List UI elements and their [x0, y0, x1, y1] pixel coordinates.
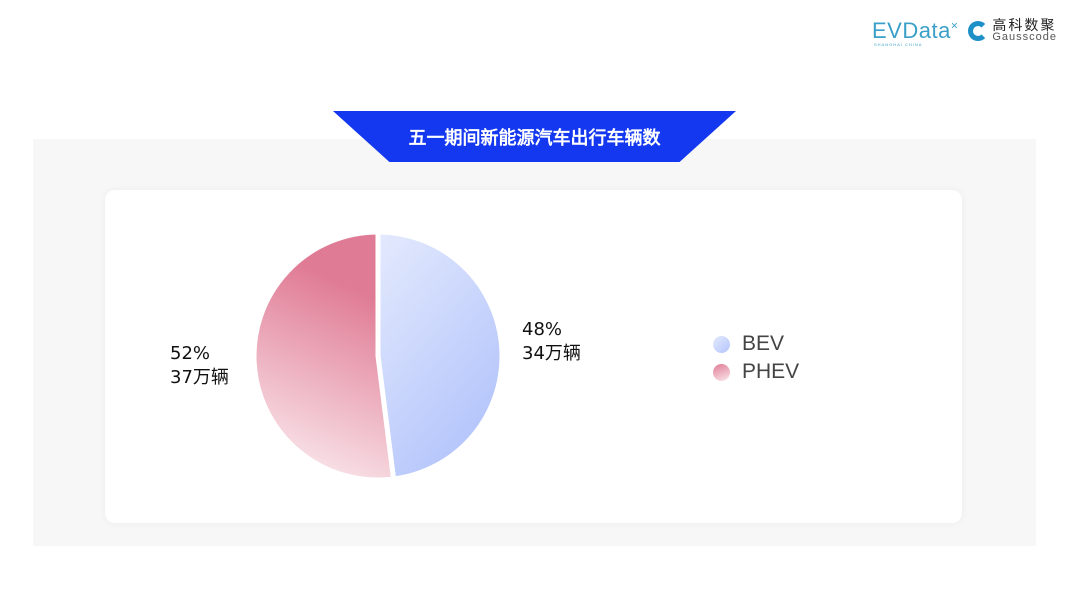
phev-percent: 52% — [170, 343, 211, 364]
gausscode-en: Gausscode — [992, 31, 1057, 43]
bev-percent: 48% — [522, 319, 563, 340]
chart-title: 五一期间新能源汽车出行车辆数 — [333, 111, 736, 162]
evdata-logo-sub: SHANGHAI CHINA — [874, 42, 923, 47]
legend-item-phev[interactable]: PHEV — [713, 358, 799, 386]
legend-swatch-bev — [713, 335, 730, 353]
gausscode-cn: 高科数聚 — [992, 17, 1057, 33]
phev-value: 37万辆 — [170, 367, 229, 388]
logos: EVData× SHANGHAI CHINA 高科数聚 Gausscode — [872, 17, 1057, 47]
pie-slice-bev — [375, 229, 505, 482]
legend-item-bev[interactable]: BEV — [713, 330, 799, 358]
legend-swatch-phev — [713, 363, 730, 381]
bev-value: 34万辆 — [522, 343, 581, 364]
evdata-logo-text: EVData — [872, 18, 951, 43]
gausscode-mark-icon — [968, 21, 989, 41]
evdata-logo: EVData× SHANGHAI CHINA — [872, 18, 959, 47]
bev-label: 48% 34万辆 — [522, 318, 581, 366]
legend-label-phev: PHEV — [742, 360, 800, 383]
pie-slice-phev — [251, 229, 397, 483]
legend-label-bev: BEV — [742, 332, 785, 355]
chart-card — [105, 190, 962, 523]
gausscode-logo: 高科数聚 Gausscode — [968, 17, 1057, 43]
phev-label: 52% 37万辆 — [170, 342, 229, 390]
legend: BEV PHEV — [713, 330, 799, 386]
